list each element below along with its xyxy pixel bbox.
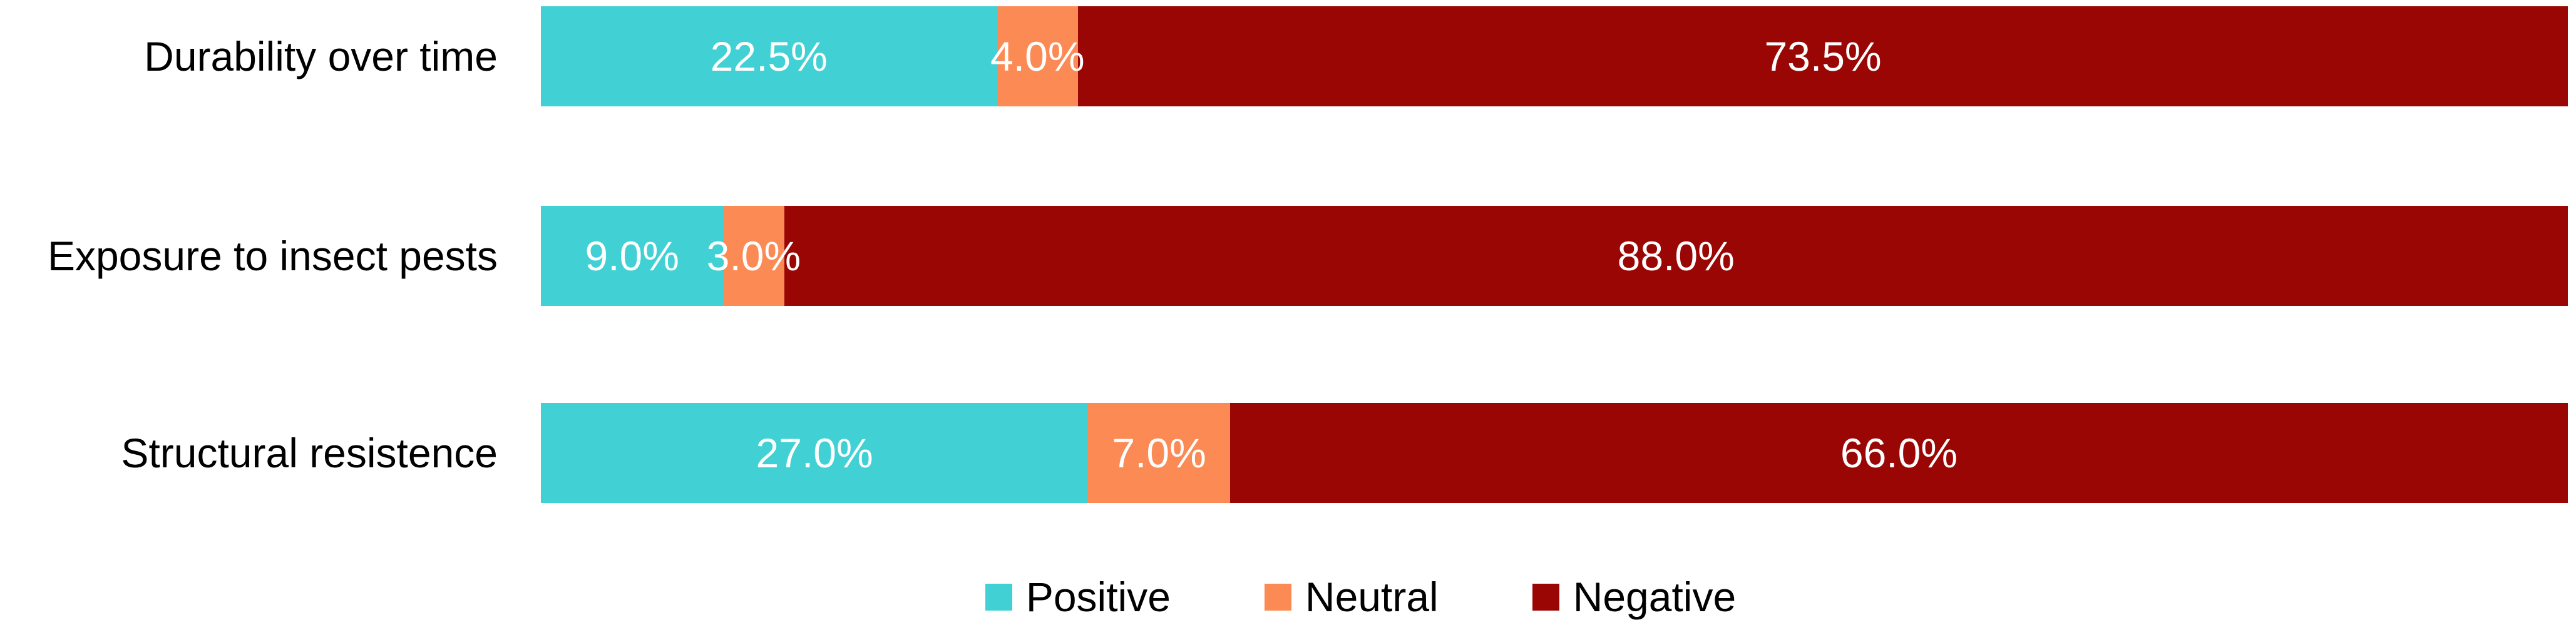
bar-track: 9.0% 3.0% 88.0% — [541, 206, 2568, 306]
legend-label: Neutral — [1305, 574, 1439, 620]
category-label: Durability over time — [144, 33, 498, 79]
segment-value-label: 9.0% — [585, 233, 679, 279]
legend-item-positive: Positive — [985, 576, 1171, 617]
segment-value-label: 27.0% — [756, 430, 873, 476]
bar-segment-negative: 73.5% — [1078, 6, 2568, 106]
segment-value-label: 73.5% — [1764, 33, 1882, 79]
bar-segment-negative: 66.0% — [1229, 403, 2568, 503]
legend-label: Negative — [1573, 574, 1737, 620]
legend-swatch-negative — [1532, 583, 1559, 611]
bar-row: Exposure to insect pests 9.0% 3.0% 88.0% — [0, 206, 2576, 306]
legend-item-neutral: Neutral — [1264, 574, 1439, 620]
segment-value-label: 7.0% — [1112, 430, 1206, 476]
category-label: Exposure to insect pests — [47, 233, 498, 279]
segment-value-label: 88.0% — [1617, 233, 1735, 279]
chart-legend: Positive Neutral Negative — [73, 576, 2576, 617]
bar-track: 22.5% 4.0% 73.5% — [541, 6, 2568, 106]
bar-row: Structural resistence 27.0% 7.0% 66.0% — [0, 403, 2576, 503]
segment-value-label: 3.0% — [706, 233, 801, 279]
segment-value-label: 66.0% — [1840, 430, 1958, 476]
bar-track: 27.0% 7.0% 66.0% — [541, 403, 2568, 503]
category-label: Structural resistence — [121, 430, 498, 476]
bar-row: Durability over time 22.5% 4.0% 73.5% — [0, 6, 2576, 106]
segment-value-label: 4.0% — [990, 33, 1085, 79]
bar-segment-negative: 88.0% — [784, 206, 2568, 306]
bar-segment-neutral: 3.0% — [707, 206, 801, 306]
bar-segment-positive: 9.0% — [541, 206, 724, 306]
bar-segment-neutral: 7.0% — [1088, 403, 1230, 503]
segment-value-label: 22.5% — [710, 33, 828, 79]
legend-swatch-neutral — [1264, 583, 1291, 611]
legend-item-negative: Negative — [1532, 574, 1737, 620]
bar-segment-positive: 22.5% — [541, 6, 997, 106]
legend-label: Positive — [1025, 574, 1171, 620]
legend-swatch-positive — [985, 583, 1012, 611]
bar-segment-positive: 27.0% — [541, 403, 1089, 503]
bar-segment-neutral: 4.0% — [990, 6, 1085, 106]
